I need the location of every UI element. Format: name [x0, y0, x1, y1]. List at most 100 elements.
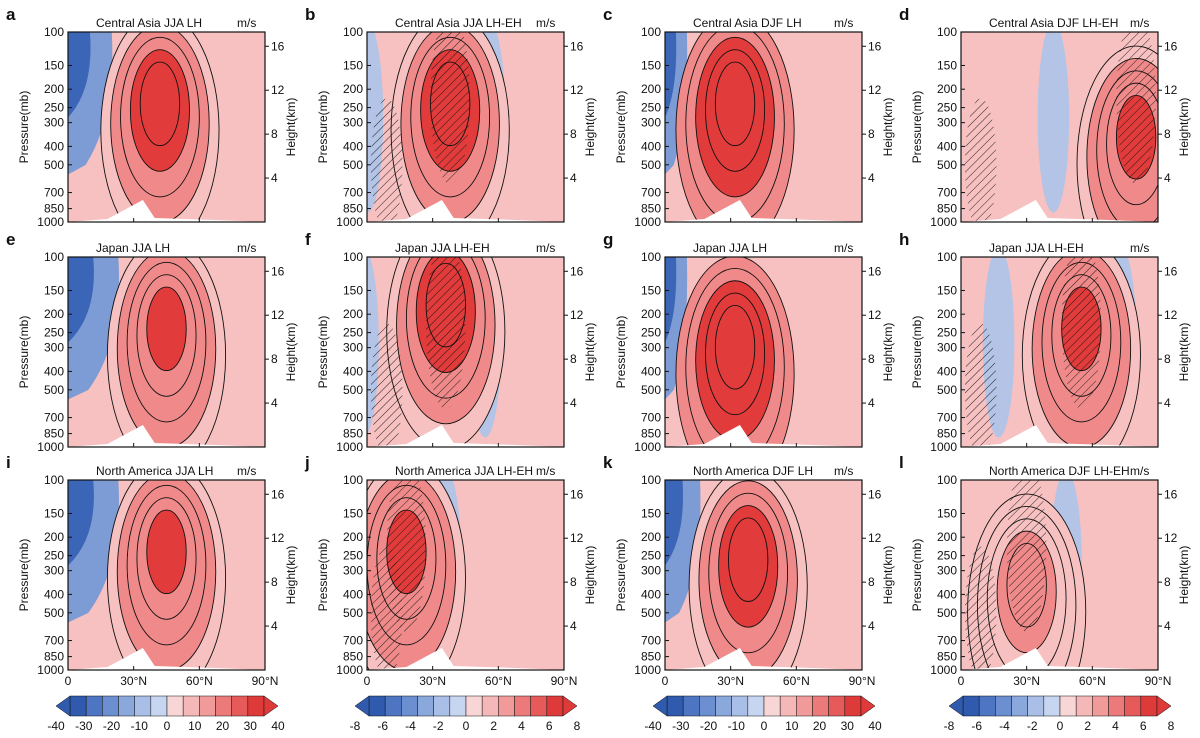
panel-frame: [67, 479, 266, 671]
significance-hatch: [430, 32, 470, 184]
pressure-tick-label: 200: [44, 82, 64, 96]
height-tick-label: 8: [1164, 575, 1171, 589]
colorbar-label: 4: [518, 719, 525, 733]
colorbar-1: -40 -30 -20 -10 0 10 20 30 40: [47, 695, 285, 733]
colorbar-label: 30: [244, 719, 258, 733]
panel-unit: m/s: [834, 464, 853, 478]
lat-tick-label: 90°N: [551, 674, 578, 688]
height-tick-label: 4: [868, 396, 875, 410]
easterly-core: [68, 32, 91, 118]
pressure-tick-label: 250: [937, 326, 957, 340]
anomaly-band: [1148, 257, 1158, 430]
colorbar-segment: [465, 695, 483, 717]
pressure-tick-label: 200: [641, 82, 661, 96]
panel-unit: m/s: [237, 464, 256, 478]
pressure-tick-label: 250: [343, 101, 363, 115]
colorbar-segment: [417, 695, 434, 717]
height-tick-label: 12: [271, 531, 285, 545]
pressure-tick-label: 300: [44, 564, 64, 578]
pressure-tick-label: 300: [44, 341, 64, 355]
panel-field-f: [367, 257, 564, 447]
colorbar-segment: [150, 695, 168, 717]
pressure-tick-label: 500: [641, 158, 661, 172]
pressure-tick-label: 500: [641, 383, 661, 397]
pressure-tick-label: 1000: [336, 663, 363, 677]
colorbar-label: 40: [271, 719, 285, 733]
pressure-axis-title: Pressure(mb): [614, 91, 628, 164]
height-tick-label: 12: [868, 83, 882, 97]
height-tick-label: 4: [868, 171, 875, 185]
colorbar-segment: [118, 695, 135, 717]
pressure-tick-label: 400: [44, 139, 64, 153]
pressure-tick-label: 700: [641, 186, 661, 200]
height-tick-label: 8: [1164, 352, 1171, 366]
colorbar-segment: [199, 695, 216, 717]
height-tick-label: 4: [570, 619, 577, 633]
pressure-tick-label: 1000: [37, 215, 64, 229]
panel-title: Central Asia JJA LH-EH: [395, 16, 522, 30]
colorbar-segment: [699, 695, 716, 717]
lat-tick-label: 30°N: [120, 674, 147, 688]
colorbar-label: 0: [164, 719, 171, 733]
panel-title: Japan JJA LH-EH: [395, 241, 490, 255]
easterly-core: [665, 257, 677, 343]
pressure-tick-label: 250: [937, 549, 957, 563]
pressure-tick-label: 300: [937, 116, 957, 130]
panel-unit: m/s: [1130, 241, 1149, 255]
colorbar-segment: [514, 695, 531, 717]
pressure-axis-title: Pressure(mb): [316, 316, 330, 389]
panel-unit: m/s: [536, 16, 555, 30]
pressure-tick-label: 400: [937, 587, 957, 601]
panel-unit: m/s: [536, 241, 555, 255]
colorbar-label: 8: [574, 719, 581, 733]
colorbar-segment: [401, 695, 418, 717]
height-tick-label: 4: [570, 396, 577, 410]
pressure-tick-label: 300: [343, 116, 363, 130]
pressure-tick-label: 150: [44, 506, 64, 520]
colorbar-segment: [796, 695, 813, 717]
pressure-tick-label: 150: [937, 506, 957, 520]
pressure-tick-label: 200: [937, 530, 957, 544]
pressure-tick-label: 150: [641, 506, 661, 520]
colorbar-segment: [1108, 695, 1125, 717]
pressure-tick-label: 500: [44, 158, 64, 172]
colorbar-label: 6: [546, 719, 553, 733]
lat-tick-label: 30°N: [1013, 674, 1040, 688]
height-tick-label: 8: [868, 127, 875, 141]
pressure-tick-label: 1000: [37, 440, 64, 454]
pressure-tick-label: 250: [44, 101, 64, 115]
pressure-tick-label: 150: [937, 283, 957, 297]
anomaly-band: [517, 32, 549, 213]
panel-field-k: [665, 480, 862, 670]
panel-unit: m/s: [237, 16, 256, 30]
lat-tick-label: 60°N: [485, 674, 512, 688]
pressure-tick-label: 100: [937, 250, 957, 264]
panel-title: North America DJF LH: [693, 464, 813, 478]
panel-letter: j: [304, 453, 310, 472]
colorbar-segment: [779, 695, 797, 717]
pressure-tick-label: 150: [343, 506, 363, 520]
pressure-tick-label: 500: [937, 158, 957, 172]
pressure-tick-label: 1000: [37, 663, 64, 677]
height-axis-title: Height(km): [284, 323, 298, 382]
topography-mask: [665, 425, 862, 447]
colorbar-segment: [828, 695, 846, 717]
panel-letter: b: [305, 5, 315, 24]
colorbar-segment: [1043, 695, 1061, 717]
lat-tick-label: 90°N: [1145, 674, 1172, 688]
pressure-tick-label: 100: [641, 25, 661, 39]
pressure-tick-label: 200: [44, 530, 64, 544]
topography-mask: [961, 200, 1158, 222]
pressure-tick-label: 1000: [336, 440, 363, 454]
height-axis-title: Height(km): [284, 546, 298, 605]
easterly-core: [68, 480, 94, 566]
colorbar-min-arrow: [948, 695, 964, 717]
pressure-axis-title: Pressure(mb): [316, 539, 330, 612]
pressure-tick-label: 850: [44, 202, 64, 216]
pressure-tick-label: 250: [641, 326, 661, 340]
panel-letter: i: [6, 453, 11, 472]
colorbar-segment: [1140, 695, 1158, 717]
